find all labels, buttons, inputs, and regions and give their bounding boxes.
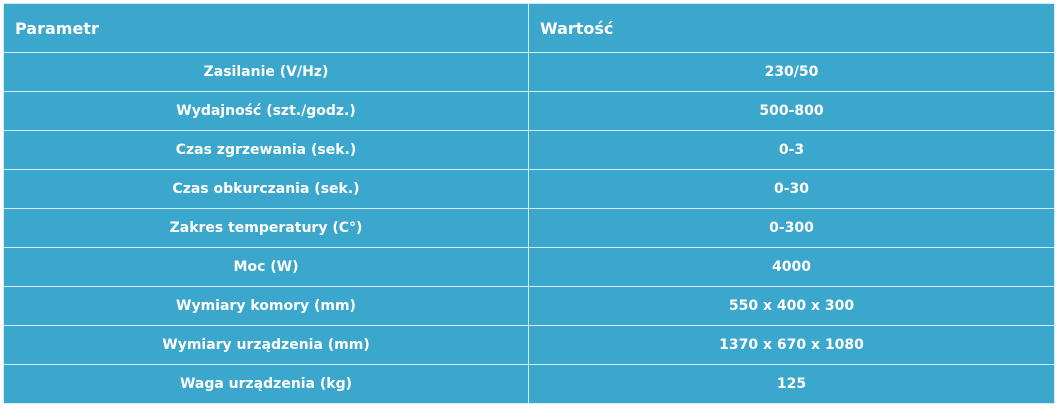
table-row: Zasilanie (V/Hz) 230/50 bbox=[3, 52, 1055, 92]
row-value: 500-800 bbox=[528, 91, 1055, 131]
row-value: 125 bbox=[528, 364, 1055, 404]
table-row: Wymiary urządzenia (mm) 1370 x 670 x 108… bbox=[3, 325, 1055, 365]
table-row: Moc (W) 4000 bbox=[3, 247, 1055, 287]
row-parameter: Czas obkurczania (sek.) bbox=[3, 169, 529, 209]
header-value: Wartość bbox=[528, 3, 1055, 53]
row-parameter: Wymiary urządzenia (mm) bbox=[3, 325, 529, 365]
row-value: 230/50 bbox=[528, 52, 1055, 92]
header-row: Parametr Wartość bbox=[3, 3, 1055, 53]
row-value: 0-3 bbox=[528, 130, 1055, 170]
row-parameter: Wymiary komory (mm) bbox=[3, 286, 529, 326]
row-value: 4000 bbox=[528, 247, 1055, 287]
table-body: Zasilanie (V/Hz) 230/50 Wydajność (szt./… bbox=[3, 52, 1055, 404]
row-parameter: Czas zgrzewania (sek.) bbox=[3, 130, 529, 170]
row-value: 1370 x 670 x 1080 bbox=[528, 325, 1055, 365]
header-parameter: Parametr bbox=[3, 3, 529, 53]
spec-table: Parametr Wartość Zasilanie (V/Hz) 230/50… bbox=[3, 3, 1055, 404]
table-row: Wymiary komory (mm) 550 x 400 x 300 bbox=[3, 286, 1055, 326]
table-row: Waga urządzenia (kg) 125 bbox=[3, 364, 1055, 404]
table-row: Wydajność (szt./godz.) 500-800 bbox=[3, 91, 1055, 131]
row-parameter: Zakres temperatury (C°) bbox=[3, 208, 529, 248]
row-parameter: Zasilanie (V/Hz) bbox=[3, 52, 529, 92]
table-row: Czas obkurczania (sek.) 0-30 bbox=[3, 169, 1055, 209]
table-header: Parametr Wartość bbox=[3, 3, 1055, 53]
table-row: Zakres temperatury (C°) 0-300 bbox=[3, 208, 1055, 248]
row-parameter: Moc (W) bbox=[3, 247, 529, 287]
row-parameter: Wydajność (szt./godz.) bbox=[3, 91, 529, 131]
row-value: 0-30 bbox=[528, 169, 1055, 209]
row-value: 0-300 bbox=[528, 208, 1055, 248]
row-value: 550 x 400 x 300 bbox=[528, 286, 1055, 326]
table-row: Czas zgrzewania (sek.) 0-3 bbox=[3, 130, 1055, 170]
row-parameter: Waga urządzenia (kg) bbox=[3, 364, 529, 404]
